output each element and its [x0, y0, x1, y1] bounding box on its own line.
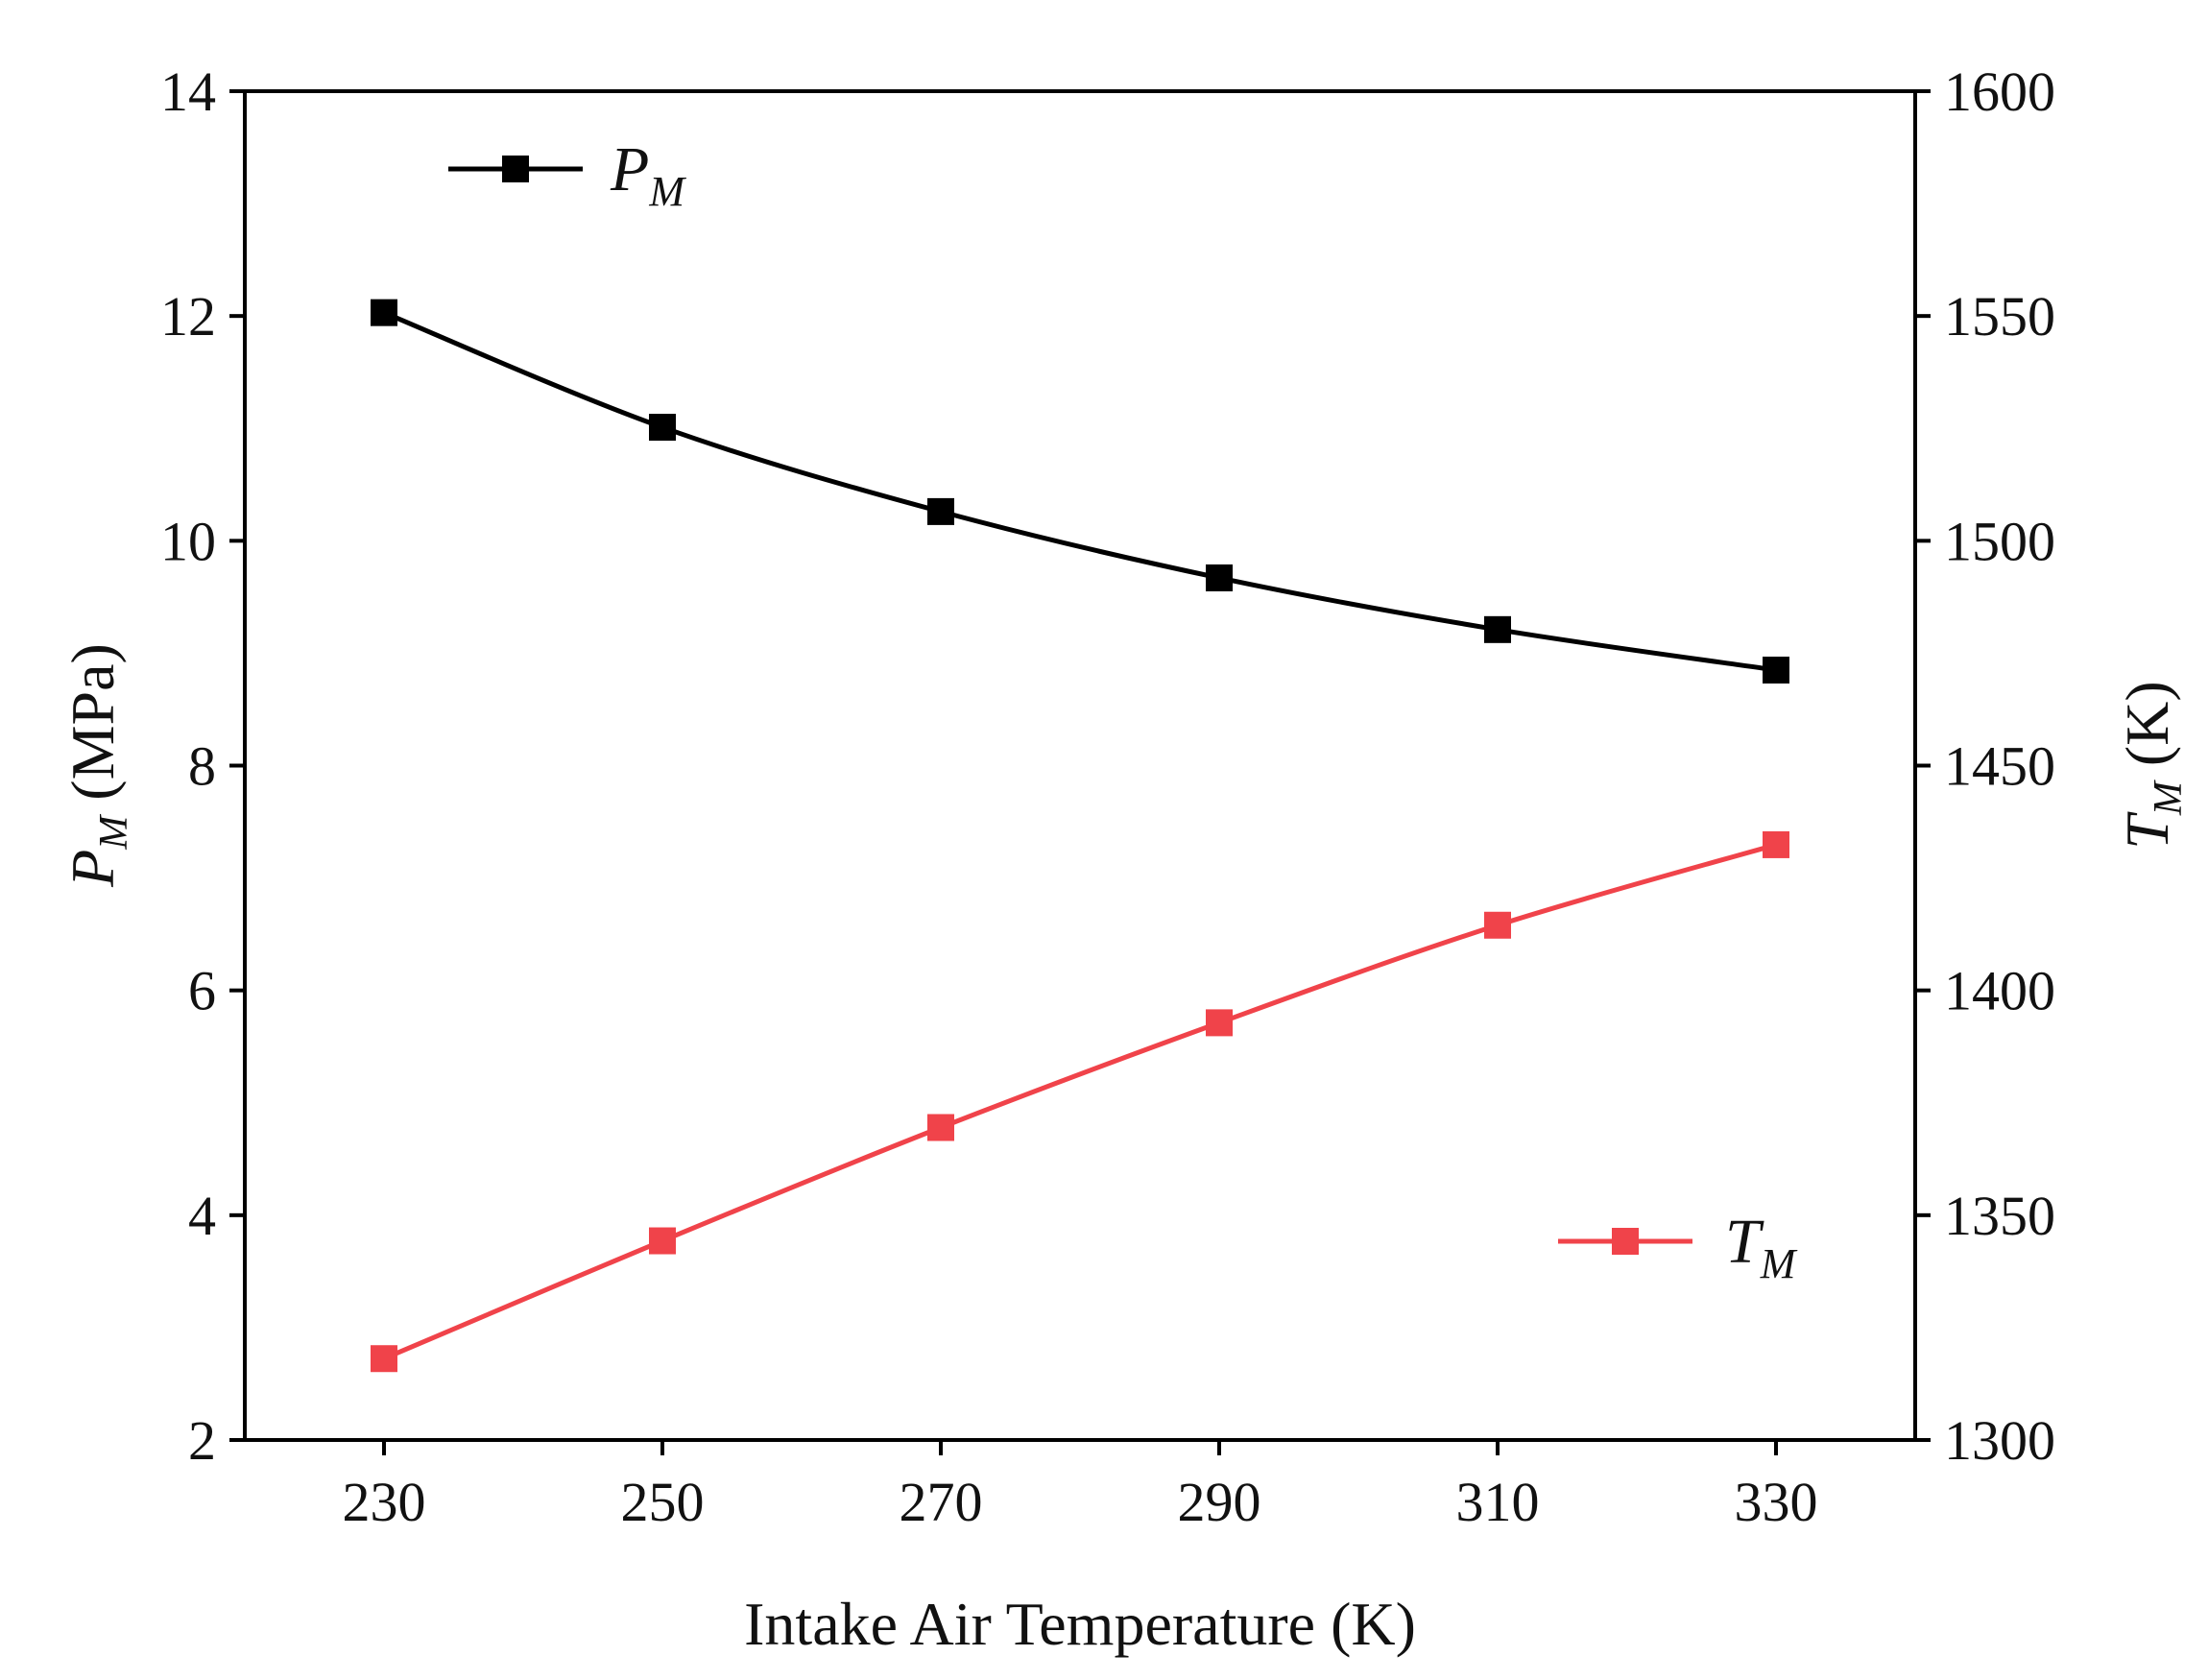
right-y-axis-label-main: T: [2113, 811, 2181, 850]
left-y-axis-label-main: P: [59, 850, 127, 888]
data-point-p-m: [1206, 564, 1233, 591]
left-y-tick-label: 2: [188, 1409, 216, 1472]
left-y-axis-label-unit: (MPa): [59, 643, 127, 816]
right-y-axis-ticks: 1300 1350 1400 1450 1500 1550 1600: [1915, 60, 2055, 1472]
right-y-tick-label: 1450: [1944, 735, 2055, 798]
right-y-tick-label: 1500: [1944, 510, 2055, 572]
x-tick-label: 310: [1456, 1471, 1540, 1533]
left-y-axis-ticks: 2 4 6 8 10 12 14: [160, 60, 245, 1472]
series-layer: [371, 299, 1789, 1373]
right-y-axis-label-unit: (K): [2113, 681, 2181, 781]
left-y-axis-label-sub: M: [92, 814, 136, 851]
left-y-axis-label: PM (MPa): [59, 643, 136, 888]
x-tick-label: 230: [343, 1471, 426, 1533]
right-y-tick-label: 1550: [1944, 285, 2055, 348]
right-y-tick-label: 1600: [1944, 60, 2055, 123]
data-point-p-m: [1484, 615, 1511, 643]
right-y-axis-label-sub: M: [2147, 780, 2191, 816]
x-tick-label: 290: [1178, 1471, 1261, 1533]
legend-pm: PM: [448, 134, 686, 215]
data-point-p-m: [649, 414, 676, 442]
right-y-tick-label: 1400: [1944, 960, 2055, 1022]
legend-tm: TM: [1558, 1207, 1798, 1287]
data-point-p-m: [927, 497, 954, 525]
legend-tm-label: TM: [1725, 1207, 1798, 1287]
data-point-t-m: [1206, 1009, 1233, 1037]
legend-pm-label: PM: [610, 134, 686, 215]
x-tick-label: 270: [900, 1471, 983, 1533]
left-y-tick-label: 12: [160, 285, 216, 348]
right-y-axis-label: TM (K): [2113, 681, 2191, 849]
data-point-t-m: [1484, 911, 1511, 939]
left-y-tick-label: 10: [160, 510, 216, 572]
data-point-t-m: [927, 1114, 954, 1141]
left-y-tick-label: 6: [188, 960, 216, 1022]
x-axis-ticks: 230 250 270 290 310 330: [343, 1440, 1818, 1533]
legend-tm-marker: [1612, 1228, 1639, 1255]
data-point-p-m: [371, 299, 397, 326]
data-point-t-m: [649, 1227, 676, 1255]
series-line-t-m: [383, 842, 1777, 1361]
left-y-tick-label: 8: [188, 735, 216, 798]
series-line-p-m: [383, 310, 1777, 673]
x-axis-label: Intake Air Temperature (K): [744, 1590, 1416, 1658]
data-point-t-m: [371, 1345, 397, 1373]
x-tick-label: 330: [1735, 1471, 1818, 1533]
series-t-m: [371, 830, 1789, 1373]
data-point-p-m: [1763, 656, 1789, 684]
legend-pm-main: P: [610, 134, 649, 204]
series-p-m: [371, 299, 1789, 684]
legend-tm-main: T: [1725, 1207, 1764, 1277]
left-y-tick-label: 4: [188, 1185, 216, 1247]
data-point-t-m: [1763, 830, 1789, 858]
right-y-tick-label: 1300: [1944, 1409, 2055, 1472]
legend-tm-sub: M: [1760, 1240, 1798, 1287]
x-tick-label: 250: [621, 1471, 705, 1533]
right-y-tick-label: 1350: [1944, 1185, 2055, 1247]
legend-pm-marker: [502, 156, 529, 182]
legend-pm-sub: M: [648, 168, 686, 215]
left-y-tick-label: 14: [160, 60, 216, 123]
